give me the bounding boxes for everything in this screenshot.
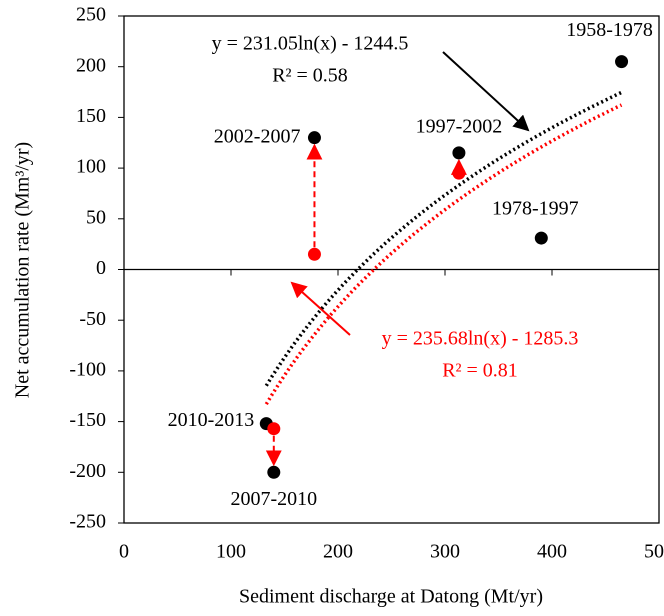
- y-tick-label: 100: [76, 156, 106, 178]
- y-tick-label: -100: [69, 358, 106, 380]
- data-point: [307, 247, 321, 261]
- point-label: 2007-2010: [230, 488, 317, 510]
- data-point: [307, 131, 321, 145]
- y-axis-label: Net accumulation rate (Mm³/yr): [12, 142, 34, 398]
- y-tick-label: 50: [86, 206, 106, 228]
- data-point: [267, 422, 281, 436]
- y-tick-label: 150: [76, 105, 106, 127]
- x-tick-label: 500: [644, 541, 664, 563]
- trend-r2: R² = 0.81: [442, 360, 518, 382]
- point-label: 2002-2007: [214, 125, 301, 147]
- data-point: [267, 465, 281, 479]
- y-tick-label: -150: [69, 409, 106, 431]
- x-axis-label: Sediment discharge at Datong (Mt/yr): [239, 586, 543, 608]
- data-point: [615, 55, 629, 69]
- x-tick-label: 100: [216, 541, 246, 563]
- trend-equation: y = 231.05ln(x) - 1244.5: [212, 33, 409, 55]
- y-tick-label: -50: [79, 308, 106, 330]
- point-label: 2010-2013: [168, 409, 255, 431]
- y-tick-label: -200: [69, 460, 106, 482]
- x-tick-label: 200: [323, 541, 353, 563]
- trendline: [264, 90, 623, 387]
- annotation-arrow: [442, 51, 530, 132]
- y-tick-label: -250: [69, 511, 106, 533]
- data-point: [452, 166, 466, 180]
- x-tick-label: 400: [537, 541, 567, 563]
- x-tick-label: 0: [119, 541, 129, 563]
- point-label: 1997-2002: [416, 115, 503, 137]
- y-tick-label: 250: [76, 4, 106, 26]
- x-tick-label: 300: [430, 541, 460, 563]
- point-label: 1978-1997: [492, 198, 579, 220]
- y-tick-label: 200: [76, 54, 106, 76]
- data-point: [452, 146, 466, 160]
- point-label: 1958-1978: [566, 19, 653, 41]
- data-point: [534, 231, 548, 245]
- trend-equation: y = 235.68ln(x) - 1285.3: [382, 328, 579, 350]
- annotation-arrow: [290, 281, 351, 336]
- y-tick-label: 0: [96, 257, 106, 279]
- trend-r2: R² = 0.58: [272, 65, 348, 87]
